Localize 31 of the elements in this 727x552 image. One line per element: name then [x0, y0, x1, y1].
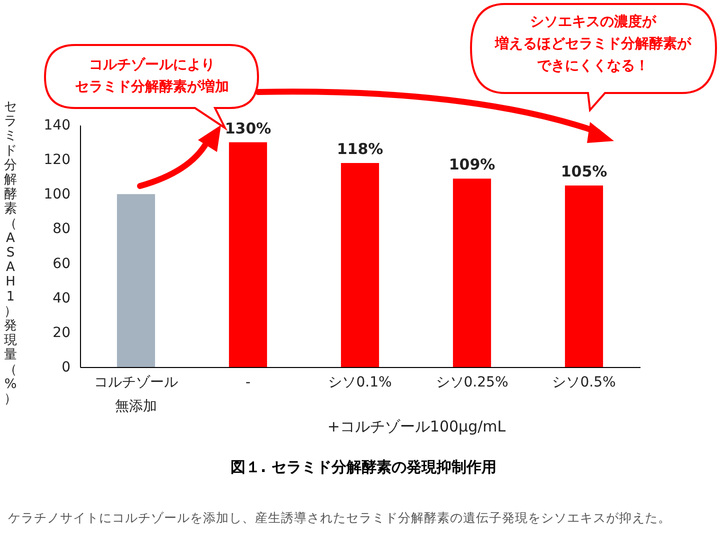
text: ケラチノサイトにコルチゾールを添加し、産生誘導されたセラミド分解酵素の遺伝子発現をシソエキスが抑えた。 [8, 509, 672, 527]
y-tick-label: 0 [62, 360, 70, 376]
y-tick-label: 40 [52, 290, 70, 306]
data-label: 105% [560, 162, 608, 180]
y-tick-label: 140 [44, 118, 70, 134]
bar [564, 186, 604, 367]
y-tick-label: 20 [52, 324, 70, 341]
x-axis-title: +コルチゾール100μg/mL [327, 418, 506, 436]
bar [228, 142, 268, 367]
text: セラミド分解酵素が増加 [75, 78, 229, 97]
bar [452, 178, 492, 367]
text: 増えるほどセラミド分解酵素が [495, 34, 691, 54]
y-tick-label: 60 [52, 256, 70, 272]
y-tick-label: 80 [52, 221, 70, 238]
bar [116, 194, 156, 367]
text: 図１. セラミド分解酵素の発現抑制作用 [230, 458, 498, 477]
text: コルチゾールにより [88, 56, 216, 75]
y-tick-label: 100 [44, 186, 70, 203]
y-tick-label: 120 [44, 152, 70, 168]
text: シソエキスの濃度が [529, 12, 658, 32]
x-tick-label: コルチゾール無添加 [94, 374, 178, 414]
text: セラミド分解酵素（ASAH1）発現量（%） [4, 100, 17, 406]
x-tick-label: - [245, 374, 251, 390]
bar [340, 163, 380, 367]
x-tick-label: シソ0.25% [436, 374, 508, 390]
text: できにくくなる！ [536, 57, 650, 76]
x-tick-label: シソ0.5% [552, 374, 616, 390]
data-label: 130% [224, 119, 272, 138]
x-tick-label: シソ0.1% [328, 374, 392, 390]
data-label: 118% [336, 140, 384, 158]
data-label: 109% [448, 156, 496, 174]
